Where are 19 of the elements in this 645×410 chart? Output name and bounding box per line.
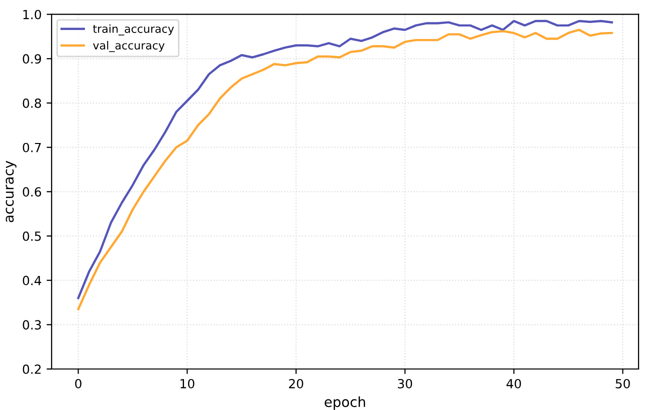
y-tick-label: 0.8 (22, 98, 42, 108)
x-tick-label: 10 (180, 378, 194, 388)
x-tick-label: 0 (75, 378, 82, 388)
x-axis-title: epoch (324, 396, 366, 410)
x-tick-label: 30 (398, 378, 412, 388)
y-tick-label: 1.0 (23, 10, 42, 20)
x-tick-label: 20 (289, 378, 304, 388)
x-tick-label: 50 (616, 378, 630, 388)
legend-label: train_accuracy (93, 24, 174, 36)
legend-label: val_accuracy (93, 40, 165, 52)
y-axis-title: accuracy (6, 160, 16, 222)
y-tick-label: 0.6 (22, 187, 42, 197)
y-tick-label: 0.4 (22, 276, 42, 286)
y-tick-label: 0.9 (22, 54, 41, 64)
y-tick-label: 0.7 (22, 142, 41, 152)
y-tick-label: 0.2 (22, 364, 41, 374)
y-tick-label: 0.5 (22, 231, 41, 241)
y-tick-label: 0.3 (22, 320, 41, 330)
x-tick-label: 40 (506, 378, 521, 388)
